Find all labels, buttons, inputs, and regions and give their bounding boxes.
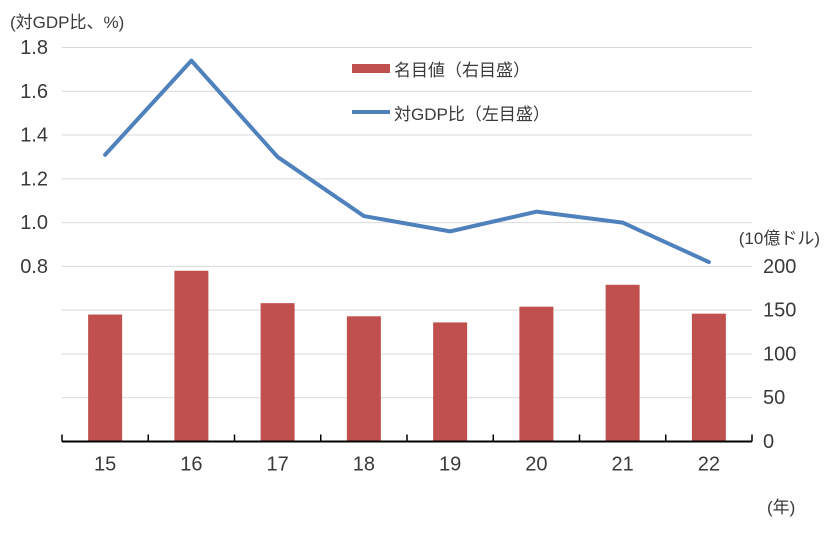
bar-swatch-icon [352, 63, 390, 73]
bar-22 [691, 313, 726, 442]
right-axis-tick-label: 100 [763, 343, 796, 365]
x-axis-tick-label: 21 [612, 454, 634, 476]
x-axis-tick-label: 15 [94, 454, 116, 476]
bar-19 [433, 322, 468, 442]
bar-17 [260, 303, 295, 442]
bar-18 [346, 316, 381, 442]
left-axis-tick-label: 1.6 [20, 81, 48, 103]
x-axis-tick-label: 20 [525, 454, 547, 476]
left-axis-tick-label: 1.4 [20, 125, 48, 147]
left-axis-tick-label: 0.8 [20, 256, 48, 278]
x-axis-tick-label: 18 [353, 454, 375, 476]
bar-15 [88, 314, 123, 442]
x-axis-tick-label: 19 [439, 454, 461, 476]
x-axis-tick-label: 22 [698, 454, 720, 476]
x-axis-title: (年) [767, 498, 796, 517]
gdp-ratio-line [103, 58, 711, 265]
left-axis-tick-label: 1.2 [20, 168, 48, 190]
legend-item-line-series: 対GDP比（左目盛） [352, 102, 550, 124]
x-axis-tick-label: 16 [180, 454, 202, 476]
left-axis-title: (対GDP比、%) [10, 13, 125, 32]
bar-20 [519, 306, 554, 442]
left-axis-tick-label: 1.8 [20, 37, 48, 59]
x-axis-tick-label: 17 [267, 454, 289, 476]
right-axis-tick-label: 150 [763, 300, 796, 322]
bar-16 [174, 270, 209, 442]
left-axis-tick-label: 1.0 [20, 212, 48, 234]
bar-21 [605, 284, 640, 442]
legend-label-line-series: 対GDP比（左目盛） [394, 104, 550, 124]
legend-label-bar-series: 名目値（右目盛） [394, 60, 530, 80]
right-axis-tick-label: 0 [763, 431, 774, 453]
legend: 名目値（右目盛） 対GDP比（左目盛） [352, 58, 550, 124]
right-axis-tick-label: 200 [763, 256, 796, 278]
line-swatch-icon [352, 110, 390, 114]
legend-item-bar-series: 名目値（右目盛） [352, 58, 550, 80]
right-axis-title: (10億ドル) [738, 229, 820, 248]
right-axis-tick-label: 50 [763, 387, 785, 409]
